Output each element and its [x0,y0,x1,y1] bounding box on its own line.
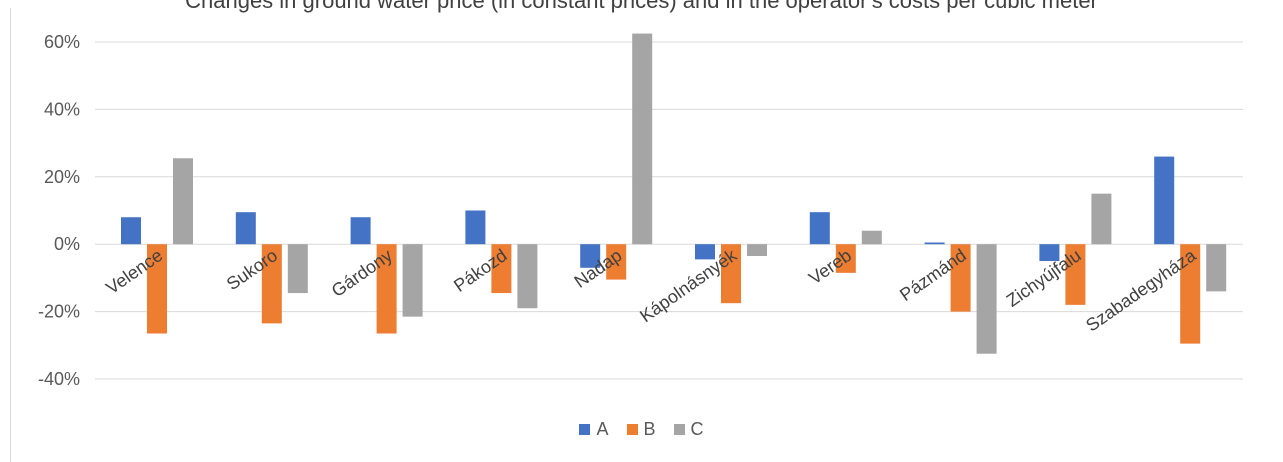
bar-b-2 [376,244,397,334]
y-tick-label: -40% [38,369,80,389]
bar-b-5 [721,244,741,304]
bar-c-2 [402,244,423,317]
bar-b-6 [835,244,856,273]
bar-b-4 [606,244,627,280]
bar-b-9 [1180,244,1201,344]
bar-a-5 [695,244,715,260]
bar-a-8 [1039,244,1060,262]
legend-label: B [643,419,656,439]
bar-c-3 [517,244,538,309]
bar-c-5 [747,244,767,256]
y-tick-label: 0% [54,234,80,254]
chart-border [10,8,11,462]
chart-legend: A B C [0,419,1283,440]
bar-c-7 [976,244,997,354]
y-tick-label: -20% [38,302,80,322]
bar-a-0 [121,217,141,245]
legend-item-a: A [579,419,609,440]
bar-c-4 [632,33,653,245]
legend-swatch [579,424,591,435]
legend-item-b: B [626,419,656,440]
y-tick-label: 60% [44,32,80,52]
bar-a-4 [580,244,601,268]
bar-b-1 [261,244,282,324]
bar-b-0 [147,244,167,334]
bar-a-3 [465,210,486,245]
bar-b-8 [1065,244,1086,305]
bar-a-2 [350,217,371,245]
bar-b-7 [950,244,971,312]
bar-c-6 [861,230,882,245]
bar-c-9 [1206,244,1227,292]
y-tick-label: 20% [44,167,80,187]
bar-a-6 [809,212,830,245]
bar-a-7 [924,242,945,245]
legend-swatch [673,424,685,435]
bar-a-1 [235,212,256,245]
bar-c-8 [1091,193,1112,245]
legend-swatch [626,424,638,435]
legend-label: A [596,419,609,439]
bar-c-1 [287,244,308,294]
legend-item-c: C [673,419,704,440]
chart-title: Changes in ground water price (in consta… [185,0,1098,13]
bar-b-3 [491,244,512,294]
legend-label: C [690,419,704,439]
y-tick-label: 40% [44,99,80,119]
bar-c-0 [173,158,193,245]
bar-a-9 [1154,156,1175,245]
